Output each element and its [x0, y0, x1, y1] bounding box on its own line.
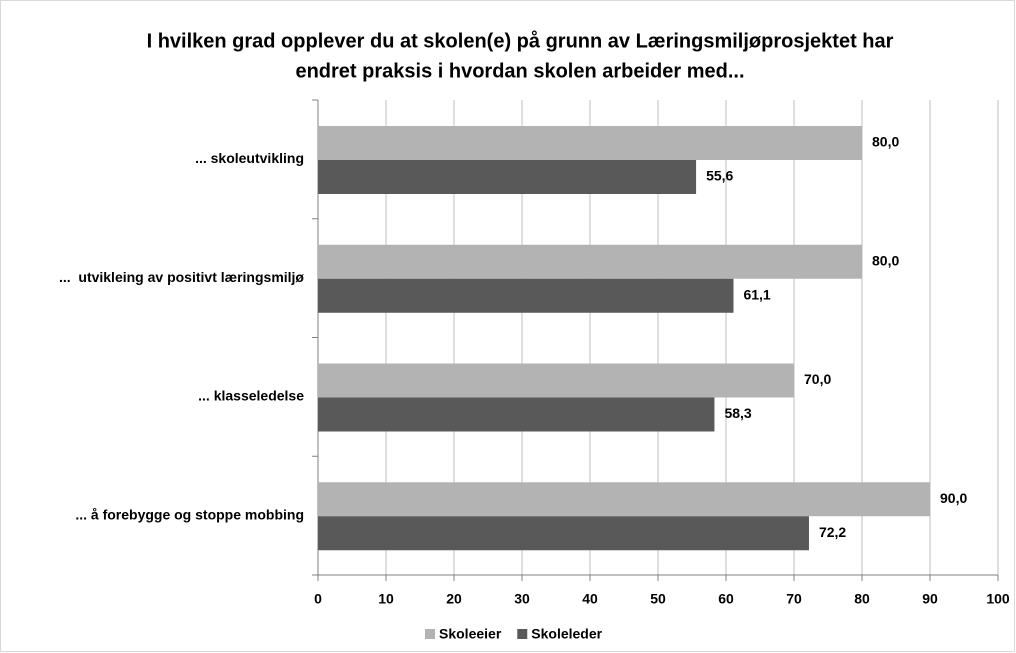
- x-tick-label: 90: [922, 591, 938, 607]
- y-tick-label: ... klasseledelse: [198, 388, 304, 404]
- data-label: 70,0: [804, 371, 831, 387]
- y-tick-label: ... skoleutvikling: [195, 150, 304, 166]
- legend-label: Skoleleder: [531, 626, 602, 642]
- data-label: 80,0: [872, 134, 899, 150]
- x-tick-label: 60: [718, 591, 734, 607]
- chart-title: I hvilken grad opplever du at skolen(e) …: [147, 29, 894, 52]
- data-label: 55,6: [706, 168, 733, 184]
- bar: [318, 278, 734, 313]
- x-tick-label: 20: [446, 591, 462, 607]
- x-tick-label: 80: [854, 591, 870, 607]
- y-tick-label: ... utvikleing av positivt læringsmiljø: [59, 269, 304, 285]
- legend-swatch: [425, 629, 435, 639]
- legend-swatch: [517, 629, 528, 639]
- data-label: 58,3: [724, 405, 751, 421]
- x-tick-label: 0: [314, 591, 322, 607]
- x-tick-label: 30: [514, 591, 530, 607]
- x-tick-label: 50: [650, 591, 666, 607]
- bar: [318, 363, 794, 398]
- bar: [318, 516, 809, 551]
- bar: [318, 126, 862, 160]
- y-tick-label: ... å forebygge og stoppe mobbing: [75, 506, 304, 522]
- bar: [318, 244, 862, 279]
- data-label: 61,1: [743, 286, 770, 302]
- bar: [318, 482, 930, 517]
- legend-label: Skoleeier: [439, 626, 502, 642]
- x-tick-label: 10: [378, 591, 394, 607]
- x-tick-label: 40: [582, 591, 598, 607]
- x-tick-label: 100: [986, 591, 1010, 607]
- bar: [318, 397, 715, 432]
- bar: [318, 160, 697, 194]
- chart-title: endret praksis i hvordan skolen arbeider…: [295, 60, 744, 82]
- data-label: 72,2: [819, 524, 846, 540]
- data-label: 80,0: [872, 252, 899, 268]
- x-tick-label: 70: [786, 591, 802, 607]
- data-label: 90,0: [940, 490, 967, 506]
